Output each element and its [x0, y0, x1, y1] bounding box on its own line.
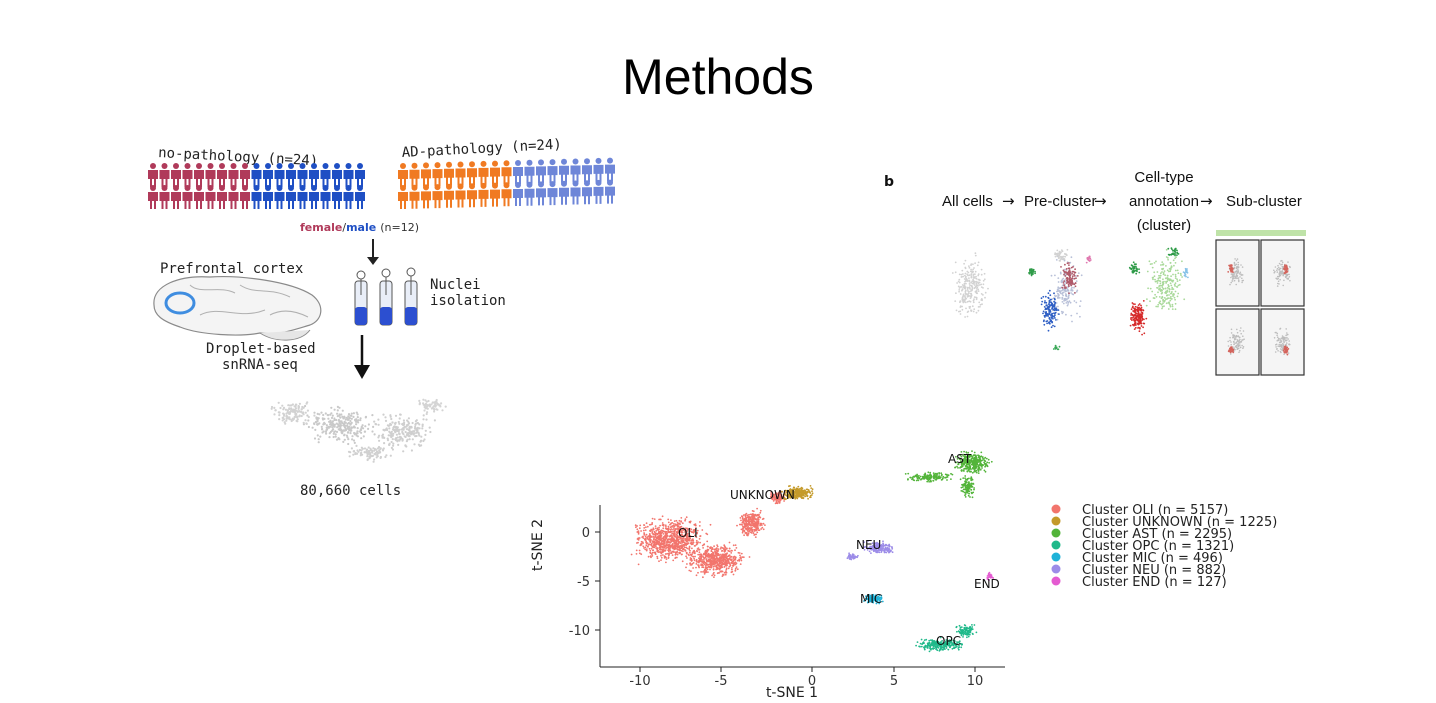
- prefrontal-cortex-label: Prefrontal cortex: [160, 261, 303, 277]
- study-design-figure: no-pathology (n=24) AD-pathology (n=24) …: [148, 137, 615, 499]
- x-tick-label: 10: [967, 674, 984, 689]
- legend-item: Cluster OPC (n = 1321): [1082, 539, 1234, 554]
- cluster-label-mic: MIC: [860, 592, 882, 606]
- tsne-cluster-plot: -10 -5 0 5 10 0 -5 -10 t-SNE 1 t-SNE 2 O…: [530, 450, 1277, 701]
- cluster-label-oli: OLI: [678, 526, 698, 540]
- droplet-seq-line2: snRNA-seq: [222, 357, 298, 373]
- brain-icon: [153, 276, 322, 341]
- x-axis-label: t-SNE 1: [766, 685, 818, 701]
- clustering-workflow-figure: b All cells → Pre-cluster → Cell-type an…: [884, 169, 1306, 376]
- arrow-down-icon: [354, 335, 370, 379]
- y-axis-label: t-SNE 2: [530, 519, 546, 571]
- legend-item: Cluster MIC (n = 496): [1082, 551, 1223, 566]
- step-sub-cluster: Sub-cluster: [1226, 193, 1302, 210]
- legend-item: Cluster END (n = 127): [1082, 575, 1227, 590]
- cluster-labels: OLI UNKNOWN AST NEU MIC OPC END: [678, 452, 1000, 648]
- arrow-icon: →: [1002, 192, 1015, 210]
- x-axis-ticks: -10 -5 0 5 10: [629, 667, 983, 689]
- cell-count-label: 80,660 cells: [300, 483, 401, 499]
- step-all-cells: All cells: [942, 193, 993, 210]
- sex-count: (n=12): [380, 221, 419, 234]
- cluster-label-end: END: [974, 577, 1000, 591]
- legend-swatch: [1051, 576, 1061, 586]
- legend-item: Cluster UNKNOWN (n = 1225): [1082, 515, 1277, 530]
- legend-swatch: [1051, 528, 1061, 538]
- droplet-seq-line1: Droplet-based: [206, 341, 316, 357]
- nuclei-isolation-line1: Nuclei: [430, 277, 481, 293]
- y-axis-ticks: 0 -5 -10: [569, 526, 600, 639]
- legend-item: Cluster AST (n = 2295): [1082, 527, 1232, 542]
- legend-item: Cluster NEU (n = 882): [1082, 563, 1226, 578]
- tsne-points: [630, 450, 995, 653]
- step-pre-cluster: Pre-cluster: [1024, 193, 1097, 210]
- legend-swatch: [1051, 540, 1061, 550]
- no-pathology-label: no-pathology (n=24): [158, 145, 319, 169]
- subcluster-scatter: [1227, 258, 1291, 356]
- cluster-label-ast: AST: [948, 452, 972, 466]
- legend-swatch: [1051, 516, 1061, 526]
- arrow-icon: →: [1200, 192, 1213, 210]
- x-tick-label: -10: [629, 674, 650, 689]
- cluster-label-unknown: UNKNOWN: [730, 488, 795, 502]
- subcluster-grid: [1215, 239, 1305, 376]
- legend-swatch: [1051, 504, 1061, 514]
- sex-legend: female/male (n=12): [300, 221, 419, 234]
- y-tick-label: -10: [569, 624, 590, 639]
- step-annotation-line2: annotation: [1129, 193, 1199, 210]
- step-annotation-line1: Cell-type: [1134, 169, 1193, 186]
- workflow-thumbnails: [951, 247, 1189, 351]
- slide-title: Methods: [622, 49, 814, 105]
- ad-pathology-label: AD-pathology (n=24): [401, 137, 562, 161]
- x-tick-label: 0: [808, 674, 816, 689]
- all-cells-tsne-plot: [270, 398, 447, 463]
- arrow-icon: →: [1094, 192, 1107, 210]
- step-annotation-line3: (cluster): [1137, 217, 1191, 234]
- female-label: female: [300, 221, 342, 234]
- test-tubes-icon: [354, 267, 418, 326]
- arrow-down-icon: [367, 239, 379, 265]
- cluster-label-neu: NEU: [856, 538, 881, 552]
- x-tick-label: -5: [715, 674, 728, 689]
- legend-swatch: [1051, 552, 1061, 562]
- cluster-legend: Cluster OLI (n = 5157) Cluster UNKNOWN (…: [1051, 503, 1277, 590]
- male-label: male: [346, 221, 376, 234]
- subcluster-header-bar: [1216, 230, 1306, 236]
- y-tick-label: -5: [577, 575, 590, 590]
- cluster-label-opc: OPC: [936, 634, 961, 648]
- legend-swatch: [1051, 564, 1061, 574]
- y-tick-label: 0: [582, 526, 590, 541]
- x-tick-label: 5: [890, 674, 898, 689]
- sex-slash: /: [342, 221, 346, 234]
- panel-b-label: b: [884, 174, 894, 190]
- participant-icons: [148, 157, 615, 209]
- legend-item: Cluster OLI (n = 5157): [1082, 503, 1228, 518]
- nuclei-isolation-line2: isolation: [430, 293, 506, 309]
